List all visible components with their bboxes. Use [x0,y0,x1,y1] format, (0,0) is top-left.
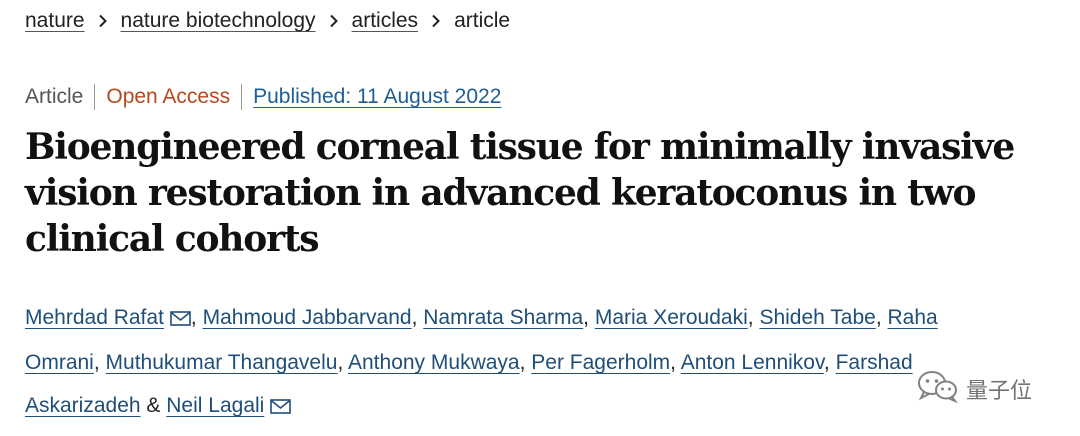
email-icon[interactable] [270,386,292,429]
author-link[interactable]: Per Fagerholm [531,351,671,374]
author-separator: , [823,351,830,374]
author-separator: , [337,351,344,374]
watermark: 量子位 [916,369,1032,408]
author-link[interactable]: Anthony Mukwaya [348,351,520,374]
author-separator: , [583,306,589,329]
author-separator: , [670,351,677,374]
author-list: Mehrdad Rafat, Mahmoud Jabbarvand, Namra… [25,296,1015,429]
published-date-link[interactable]: Published: 11 August 2022 [253,85,502,108]
open-access-label: Open Access [106,85,231,108]
breadcrumb-articles[interactable]: articles [351,9,419,32]
chevron-right-icon [85,14,121,28]
author-link[interactable]: Raha Omrani [25,306,938,374]
author-separator: , [519,351,526,374]
article-meta: Article Open Access Published: 11 August… [25,82,501,112]
author-separator: , [411,306,418,329]
meta-divider [241,84,243,110]
email-icon[interactable] [170,298,191,341]
author-link[interactable]: Muthukumar Thangavelu [105,351,338,374]
article-type: Article [25,85,84,108]
author-separator: , [93,351,100,374]
author-link[interactable]: Neil Lagali [166,394,265,417]
author-link[interactable]: Maria Xeroudaki [594,306,748,329]
breadcrumb: nature nature biotechnology articles art… [25,6,510,36]
author-link[interactable]: Anton Lennikov [680,351,824,374]
author-link[interactable]: Farshad Askarizadeh [25,351,913,417]
breadcrumb-nature[interactable]: nature [25,9,85,32]
author-link[interactable]: Mehrdad Rafat [25,306,164,329]
author-separator: , [190,306,197,329]
meta-divider [94,84,96,110]
author-separator: , [875,306,882,329]
author-ampersand: & [146,394,161,417]
chevron-right-icon [418,14,454,28]
watermark-text: 量子位 [966,378,1033,404]
author-link[interactable]: Namrata Sharma [423,306,584,329]
author-link[interactable]: Mahmoud Jabbarvand [202,306,412,329]
chevron-right-icon [316,14,352,28]
breadcrumb-current-article: article [454,9,511,32]
author-separator: , [747,306,754,329]
wechat-icon [916,369,960,408]
breadcrumb-nature-biotechnology[interactable]: nature biotechnology [120,9,316,32]
article-title: Bioengineered corneal tissue for minimal… [25,126,1015,260]
author-link[interactable]: Shideh Tabe [759,306,876,329]
